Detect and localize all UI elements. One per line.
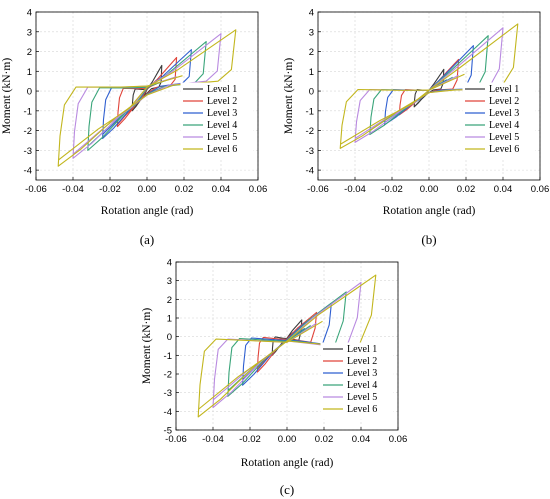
y-tick-label: -3	[306, 146, 314, 157]
x-tick-label: 0.00	[278, 434, 297, 445]
x-tick-label: -0.04	[202, 434, 224, 445]
legend-label: Level 5	[207, 132, 237, 143]
y-tick-label: -2	[164, 370, 172, 381]
legend-label: Level 4	[347, 380, 377, 391]
y-tick-label: -3	[24, 146, 32, 157]
y-axis-label: Moment (kN·m)	[283, 58, 295, 135]
x-tick-label: 0.02	[315, 434, 334, 445]
panel-label: (a)	[140, 232, 154, 247]
plot-frame	[175, 261, 399, 431]
x-tick-label: 0.04	[352, 434, 371, 445]
series-line-level-6	[57, 29, 237, 167]
x-axis-label: Rotation angle (rad)	[241, 457, 334, 469]
y-tick-label: -2	[306, 126, 314, 137]
legend-label: Level 6	[489, 144, 519, 155]
y-tick-label: 1	[309, 67, 314, 78]
legend-label: Level 1	[347, 344, 377, 355]
y-tick-label: 4	[167, 258, 172, 269]
x-tick-label: 0.02	[175, 184, 194, 195]
x-tick-label: 0.02	[457, 184, 476, 195]
y-axis-label: Moment (kN·m)	[1, 58, 13, 135]
plot-frame	[35, 11, 259, 181]
x-tick-label: -0.06	[25, 184, 47, 195]
series-line-level-6	[339, 23, 519, 149]
legend-label: Level 2	[207, 96, 237, 107]
x-tick-label: 0.04	[212, 184, 231, 195]
x-tick-label: -0.04	[344, 184, 366, 195]
y-tick-label: -3	[164, 388, 172, 399]
x-axis-label: Rotation angle (rad)	[101, 205, 194, 217]
x-tick-label: -0.04	[62, 184, 84, 195]
y-tick-label: 2	[27, 47, 32, 58]
legend-label: Level 6	[207, 144, 237, 155]
legend-box	[180, 82, 254, 160]
y-tick-label: 1	[167, 314, 172, 325]
legend-label: Level 5	[347, 392, 377, 403]
legend-label: Level 2	[347, 356, 377, 367]
legend-label: Level 4	[489, 120, 519, 131]
x-tick-label: 0.00	[420, 184, 439, 195]
y-tick-label: -4	[24, 166, 32, 177]
y-tick-label: 3	[27, 27, 32, 38]
y-tick-label: 2	[309, 47, 314, 58]
y-tick-label: -1	[306, 106, 314, 117]
y-tick-label: -4	[306, 166, 314, 177]
y-axis-label: Moment (kN·m)	[141, 308, 153, 385]
y-tick-label: -5	[164, 426, 172, 437]
y-tick-label: 3	[309, 27, 314, 38]
x-tick-label: 0.06	[389, 434, 408, 445]
legend-label: Level 6	[347, 404, 377, 415]
x-tick-label: -0.02	[381, 184, 403, 195]
panel-c: -0.06 -0.04 -0.02 0.00 0.02 0.04 0.06 -5 -4 -3 -2 -…	[141, 258, 407, 498]
panel-label: (c)	[280, 482, 294, 497]
y-tick-label: -1	[164, 351, 172, 362]
x-tick-label: -0.02	[99, 184, 121, 195]
y-tick-label: -4	[164, 407, 172, 418]
y-tick-label: 3	[167, 276, 172, 287]
x-tick-label: 0.06	[531, 184, 550, 195]
legend-box	[462, 82, 536, 160]
y-tick-label: 4	[27, 8, 32, 19]
legend-label: Level 3	[489, 108, 519, 119]
x-axis-label: Rotation angle (rad)	[383, 205, 476, 217]
y-tick-label: 0	[27, 87, 32, 98]
y-tick-label: -2	[24, 126, 32, 137]
legend-label: Level 5	[489, 132, 519, 143]
series-line-level-1	[271, 319, 303, 356]
y-tick-label: -1	[24, 106, 32, 117]
panel-b: -0.06 -0.04 -0.02 0.00 0.02 0.04 0.06 -4 -3 -2 -1 0…	[283, 8, 549, 248]
legend-box	[320, 342, 394, 420]
legend-label: Level 1	[489, 84, 519, 95]
x-tick-label: 0.06	[249, 184, 268, 195]
x-tick-label: -0.02	[239, 434, 261, 445]
panel-label: (b)	[421, 232, 436, 247]
panel-a: -0.06 -0.04 -0.02 0.00 0.02 0.04 0.06 -4 -3 -2 -1 0…	[1, 8, 267, 248]
legend-label: Level 3	[347, 368, 377, 379]
series-line-level-6	[197, 274, 377, 418]
legend-label: Level 2	[489, 96, 519, 107]
y-tick-label: 1	[27, 67, 32, 78]
x-tick-label: -0.06	[165, 434, 187, 445]
y-tick-label: 2	[167, 295, 172, 306]
x-tick-label: -0.06	[307, 184, 329, 195]
y-tick-label: 0	[309, 87, 314, 98]
legend-label: Level 4	[207, 120, 237, 131]
legend-label: Level 3	[207, 108, 237, 119]
legend-label: Level 1	[207, 84, 237, 95]
plot-frame	[317, 11, 541, 181]
y-tick-label: 0	[167, 332, 172, 343]
y-tick-label: 4	[309, 8, 314, 19]
x-tick-label: 0.04	[494, 184, 513, 195]
x-tick-label: 0.00	[138, 184, 157, 195]
